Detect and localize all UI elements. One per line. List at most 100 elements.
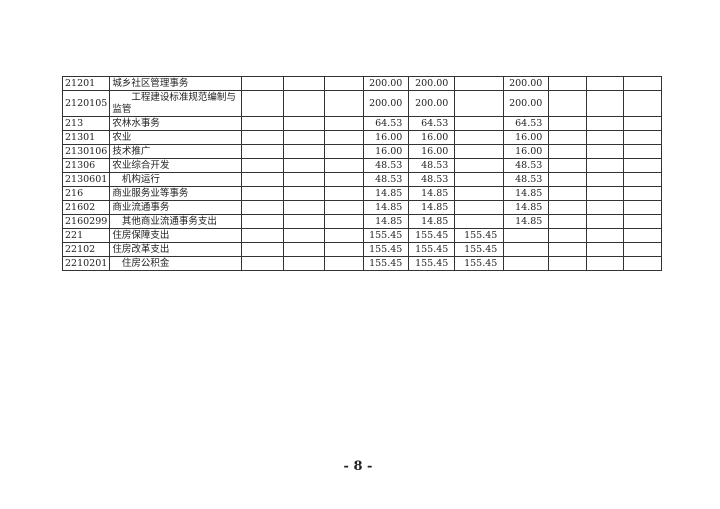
- amount-cell: 64.53: [503, 116, 550, 131]
- empty-cell: [586, 214, 625, 229]
- amount-cell: 14.85: [503, 200, 550, 215]
- code-cell: 2130106: [61, 144, 111, 159]
- empty-cell: [324, 130, 365, 145]
- amount-cell: 14.85: [408, 186, 456, 201]
- code-cell: 21201: [61, 76, 111, 91]
- empty-cell: [623, 200, 663, 215]
- empty-cell: [241, 200, 285, 215]
- amount-cell: 155.45: [363, 256, 410, 271]
- amount-cell: 48.53: [363, 158, 410, 173]
- amount-cell: 14.85: [503, 186, 550, 201]
- code-cell: 216: [61, 186, 111, 201]
- amount-cell: 155.45: [454, 242, 505, 257]
- amount-cell: 16.00: [363, 130, 410, 145]
- empty-cell: [283, 200, 326, 215]
- code-cell: 21301: [61, 130, 111, 145]
- empty-cell: [241, 158, 285, 173]
- empty-cell: [548, 116, 588, 131]
- empty-cell: [283, 214, 326, 229]
- amount-cell: 200.00: [503, 90, 550, 117]
- empty-cell: [241, 116, 285, 131]
- empty-cell: [324, 76, 365, 91]
- amount-cell: 155.45: [408, 228, 456, 243]
- code-cell: 2210201: [61, 256, 111, 271]
- amount-cell: [454, 130, 505, 145]
- amount-cell: 200.00: [363, 90, 410, 117]
- amount-cell: 16.00: [408, 130, 456, 145]
- empty-cell: [324, 186, 365, 201]
- empty-cell: [586, 172, 625, 187]
- empty-cell: [548, 144, 588, 159]
- amount-cell: 200.00: [408, 90, 456, 117]
- empty-cell: [241, 186, 285, 201]
- empty-cell: [283, 90, 326, 117]
- amount-cell: 48.53: [408, 158, 456, 173]
- amount-cell: 64.53: [408, 116, 456, 131]
- amount-cell: [454, 172, 505, 187]
- amount-cell: [454, 116, 505, 131]
- table-row: 21301 农业 16.00 16.00 16.00: [61, 130, 663, 145]
- code-cell: 22102: [61, 242, 111, 257]
- amount-cell: 16.00: [503, 144, 550, 159]
- amount-cell: [454, 186, 505, 201]
- empty-cell: [548, 214, 588, 229]
- table-row: 221 住房保障支出 155.45 155.45 155.45: [61, 228, 663, 243]
- empty-cell: [586, 186, 625, 201]
- amount-cell: [503, 256, 550, 271]
- empty-cell: [623, 228, 663, 243]
- amount-cell: 200.00: [408, 76, 456, 91]
- amount-cell: [454, 144, 505, 159]
- table-row: 21306 农业综合开发 48.53 48.53 48.53: [61, 158, 663, 173]
- empty-cell: [586, 130, 625, 145]
- empty-cell: [283, 242, 326, 257]
- amount-cell: 155.45: [363, 228, 410, 243]
- amount-cell: 200.00: [363, 76, 410, 91]
- amount-cell: 14.85: [503, 214, 550, 229]
- table-row: 2130601 机构运行 48.53 48.53 48.53: [61, 172, 663, 187]
- amount-cell: 155.45: [454, 228, 505, 243]
- empty-cell: [623, 242, 663, 257]
- table-row: 21201 城乡社区管理事务 200.00 200.00 200.00: [61, 76, 663, 91]
- empty-cell: [623, 76, 663, 91]
- name-cell: 住房保障支出: [109, 228, 243, 243]
- empty-cell: [548, 90, 588, 117]
- name-cell: 住房公积金: [109, 256, 243, 271]
- empty-cell: [548, 76, 588, 91]
- empty-cell: [241, 76, 285, 91]
- empty-cell: [324, 256, 365, 271]
- amount-cell: 48.53: [408, 172, 456, 187]
- amount-cell: [454, 90, 505, 117]
- amount-cell: [454, 200, 505, 215]
- amount-cell: 16.00: [503, 130, 550, 145]
- empty-cell: [324, 242, 365, 257]
- amount-cell: 14.85: [408, 214, 456, 229]
- empty-cell: [548, 130, 588, 145]
- name-cell: 工程建设标准规范编制与监管: [109, 90, 243, 117]
- table-row: 2130106 技术推广 16.00 16.00 16.00: [61, 144, 663, 159]
- table-row: 2210201 住房公积金 155.45 155.45 155.45: [61, 256, 663, 271]
- empty-cell: [241, 214, 285, 229]
- empty-cell: [623, 90, 663, 117]
- amount-cell: 48.53: [503, 158, 550, 173]
- empty-cell: [283, 172, 326, 187]
- empty-cell: [324, 90, 365, 117]
- name-cell: 技术推广: [109, 144, 243, 159]
- name-cell: 其他商业流通事务支出: [109, 214, 243, 229]
- empty-cell: [283, 130, 326, 145]
- table-row: 21602 商业流通事务 14.85 14.85 14.85: [61, 200, 663, 215]
- empty-cell: [623, 172, 663, 187]
- code-cell: 21306: [61, 158, 111, 173]
- empty-cell: [623, 116, 663, 131]
- name-cell: 城乡社区管理事务: [109, 76, 243, 91]
- empty-cell: [586, 90, 625, 117]
- amount-cell: [454, 214, 505, 229]
- empty-cell: [586, 200, 625, 215]
- code-cell: 213: [61, 116, 111, 131]
- empty-cell: [283, 116, 326, 131]
- empty-cell: [241, 242, 285, 257]
- code-cell: 221: [61, 228, 111, 243]
- table-row: 213 农林水事务 64.53 64.53 64.53: [61, 116, 663, 131]
- empty-cell: [586, 76, 625, 91]
- code-cell: 2130601: [61, 172, 111, 187]
- amount-cell: 64.53: [363, 116, 410, 131]
